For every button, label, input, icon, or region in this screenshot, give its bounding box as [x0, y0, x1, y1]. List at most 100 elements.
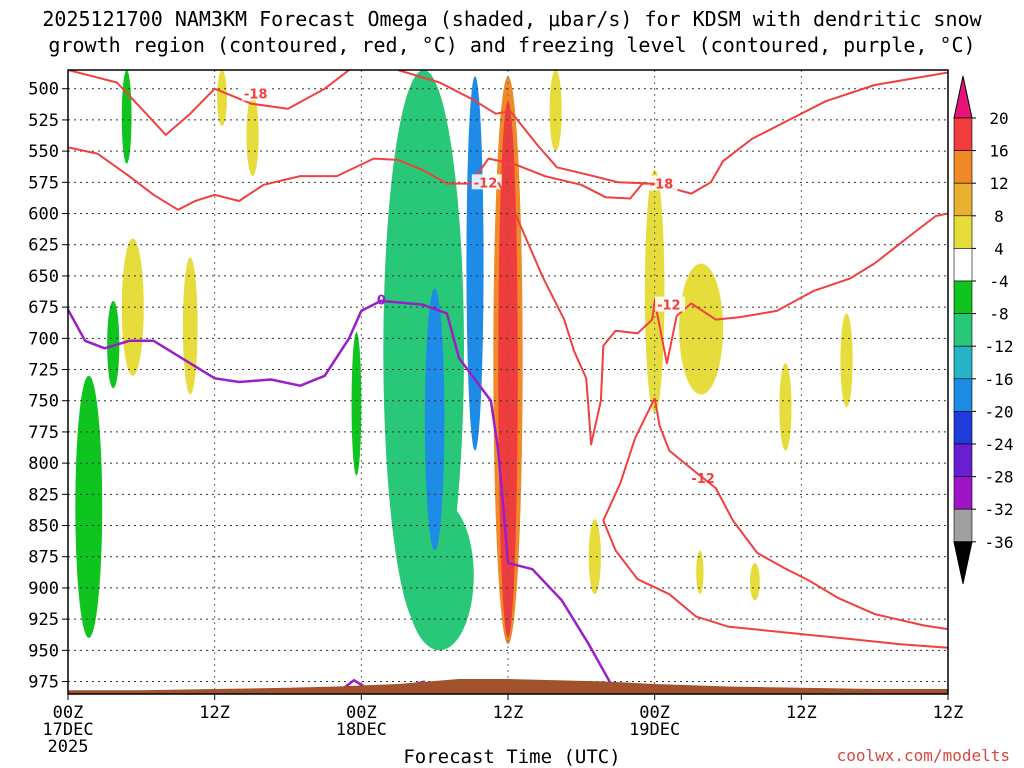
y-tick-label: 925	[28, 610, 59, 630]
y-tick-label: 900	[28, 579, 59, 599]
colorbar-swatch	[953, 280, 973, 314]
x-axis-label: Forecast Time (UTC)	[403, 746, 621, 768]
credit-link[interactable]: coolwx.com/modelts	[836, 746, 1010, 765]
y-tick-label: 975	[28, 673, 59, 693]
omega-descent-7	[679, 263, 724, 395]
y-tick-label: 600	[28, 205, 59, 225]
isotherm-line-3	[497, 181, 948, 446]
y-tick-label: 675	[28, 298, 59, 318]
isotherm-line-2	[68, 146, 655, 211]
x-tick-label: 00Z	[346, 703, 377, 723]
y-tick-label: 800	[28, 454, 59, 474]
x-tick-label: 17DEC	[42, 720, 93, 740]
x-tick-label: 2025	[48, 737, 89, 757]
y-tick-label: 575	[28, 173, 59, 193]
chart-title-line1: 2025121700 NAM3KM Forecast Omega (shaded…	[42, 7, 982, 31]
x-tick-label: 12Z	[493, 703, 524, 723]
colorbar-label: -12	[985, 337, 1014, 356]
omega-descent-10	[588, 519, 601, 595]
isotherm-label: -12	[474, 176, 498, 191]
omega-descent-3	[217, 70, 227, 127]
freezing-level-label: 0	[377, 294, 386, 309]
x-tick-label: 00Z	[639, 703, 670, 723]
omega-ascent-late	[405, 500, 474, 651]
isotherm-line-4	[602, 397, 948, 649]
colorbar-label: -8	[989, 305, 1008, 324]
omega-descent-11	[696, 550, 704, 595]
x-tick-label: 19DEC	[629, 720, 680, 740]
chart-title-line2: growth region (contoured, red, °C) and f…	[48, 33, 976, 57]
colorbar-swatch	[953, 150, 973, 184]
colorbar-bottom-arrow	[953, 541, 973, 584]
y-tick-label: 550	[28, 142, 59, 162]
colorbar-swatch	[953, 411, 973, 445]
omega-descent-8	[779, 363, 792, 451]
colorbar-swatch	[953, 476, 973, 510]
y-tick-label: 750	[28, 392, 59, 412]
y-tick-label: 500	[28, 80, 59, 100]
omega-ascent-core-deep	[424, 288, 445, 551]
omega-ascent-core-main	[383, 70, 464, 632]
colorbar-swatch	[953, 182, 973, 217]
omega-ascent-mid	[351, 332, 362, 476]
omega-descent-5	[549, 70, 562, 152]
y-tick-label: 775	[28, 423, 59, 443]
plot-clip-group: -18-18-12-12-120	[68, 70, 948, 694]
x-tick-label: 12Z	[786, 703, 817, 723]
omega-descent-9	[840, 313, 853, 407]
y-tick-label: 525	[28, 111, 59, 131]
colorbar-label: 16	[989, 142, 1008, 161]
isotherm-line-5	[653, 398, 948, 631]
x-tick-label: 12Z	[933, 703, 964, 723]
colorbar-label: 8	[994, 207, 1004, 226]
colorbar-top-arrow	[953, 75, 973, 119]
colorbar-label: -28	[985, 468, 1014, 487]
colorbar-label: -4	[989, 272, 1008, 291]
omega-descent-4	[246, 94, 259, 177]
y-tick-label: 875	[28, 548, 59, 568]
isotherm-label: -18	[650, 178, 674, 193]
colorbar-label: 12	[989, 174, 1008, 193]
y-tick-label: 725	[28, 361, 59, 381]
colorbar-swatch	[953, 345, 973, 380]
y-tick-label: 825	[28, 485, 59, 505]
colorbar-label: 20	[989, 109, 1008, 128]
colorbar-label: -16	[985, 370, 1014, 389]
y-tick-label: 650	[28, 267, 59, 287]
omega-ascent-left-2	[75, 375, 103, 638]
isotherm-line-0	[68, 70, 350, 136]
colorbar-swatch	[953, 378, 973, 412]
isotherm-line-1	[397, 70, 948, 195]
y-tick-label: 850	[28, 517, 59, 537]
omega-descent-12	[750, 562, 760, 601]
omega-descent-2	[182, 257, 198, 395]
x-tick-label: 18DEC	[336, 720, 387, 740]
colorbar-swatch	[953, 313, 973, 347]
freezing-level-line	[68, 299, 615, 689]
colorbar-swatch	[953, 443, 973, 477]
colorbar-swatch	[953, 248, 973, 282]
omega-descent-6	[644, 169, 665, 414]
x-tick-label: 12Z	[199, 703, 230, 723]
isotherm-label: -12	[657, 299, 681, 314]
colorbar-label: -32	[985, 500, 1014, 519]
terrain-fill	[68, 679, 948, 694]
omega-ascent-left-1	[121, 70, 132, 164]
plot-area: -18-18-12-12-120	[68, 70, 948, 694]
isotherm-label: -18	[244, 88, 268, 103]
colorbar-swatch	[953, 508, 973, 543]
colorbar: 20 16 12 8 4 -4 -8 -12 -16 -20 -24 -28 -32 -36	[953, 75, 1014, 584]
y-tick-label: 950	[28, 641, 59, 661]
colorbar-swatch	[953, 215, 973, 249]
colorbar-label: -20	[985, 402, 1014, 421]
colorbar-label: -24	[985, 435, 1014, 454]
colorbar-swatch	[953, 117, 973, 151]
x-tick-label: 00Z	[53, 703, 84, 723]
omega-ascent-band-2	[466, 76, 484, 451]
y-tick-label: 700	[28, 329, 59, 349]
y-tick-label: 625	[28, 236, 59, 256]
axes: 500 525 550 575 600 625 650 675 700 725 750 775 800 8…	[28, 69, 964, 757]
colorbar-label: -36	[985, 533, 1014, 552]
colorbar-label: 4	[994, 239, 1004, 258]
